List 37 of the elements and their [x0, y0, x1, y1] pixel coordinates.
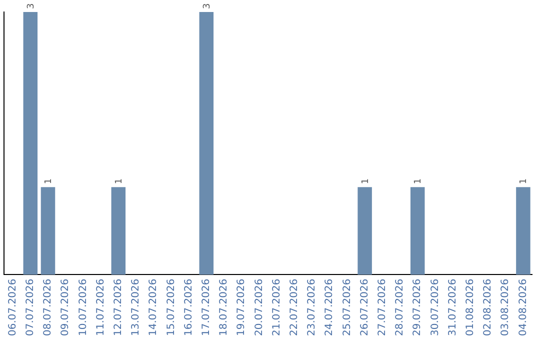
x-tick-label: 03.08.2026 [500, 278, 512, 336]
x-tick-label: 22.07.2026 [288, 278, 300, 336]
x-tick-label: 28.07.2026 [394, 278, 406, 336]
data-label: 1 [414, 178, 424, 184]
x-tick-label: 06.07.2026 [7, 278, 18, 336]
x-tick-label: 26.07.2026 [359, 278, 370, 336]
data-label: 1 [44, 178, 54, 184]
data-label: 3 [202, 3, 212, 9]
x-tick-label: 09.07.2026 [60, 278, 72, 336]
x-tick-label: 31.07.2026 [447, 278, 458, 336]
x-tick-label: 16.07.2026 [183, 278, 194, 336]
x-tick-label: 15.07.2026 [166, 278, 177, 336]
data-label: 1 [519, 178, 530, 184]
x-tick-label: 10.07.2026 [78, 278, 89, 336]
x-tick-label: 02.08.2026 [482, 278, 494, 336]
data-label: 1 [360, 178, 371, 184]
x-tick-label: 25.07.2026 [342, 278, 353, 336]
x-tick-label: 04.08.2026 [518, 278, 529, 336]
x-tick-label: 18.07.2026 [218, 278, 230, 336]
x-tick-label: 30.07.2026 [430, 278, 441, 336]
x-tick-label: 19.07.2026 [236, 278, 248, 336]
x-tick-label: 12.07.2026 [112, 278, 124, 336]
x-tick-label: 14.07.2026 [148, 278, 160, 336]
data-label: 1 [114, 178, 124, 184]
x-tick-label: 08.07.2026 [42, 278, 54, 336]
x-tick-label: 11.07.2026 [95, 278, 106, 336]
x-tick-label: 20.07.2026 [254, 278, 265, 336]
data-label: 3 [26, 3, 36, 9]
x-tick-label: 21.07.2026 [271, 278, 282, 336]
x-tick-label: 01.08.2026 [464, 278, 476, 336]
x-tick-label: 24.07.2026 [324, 278, 336, 336]
x-tick-label: 23.07.2026 [306, 278, 318, 336]
x-tick-label: 07.07.2026 [24, 278, 36, 336]
x-tick-label: 17.07.2026 [200, 278, 212, 336]
x-tick-label: 13.07.2026 [130, 278, 142, 336]
x-tick-label: 29.07.2026 [412, 278, 424, 336]
x-tick-label: 27.07.2026 [376, 278, 388, 336]
